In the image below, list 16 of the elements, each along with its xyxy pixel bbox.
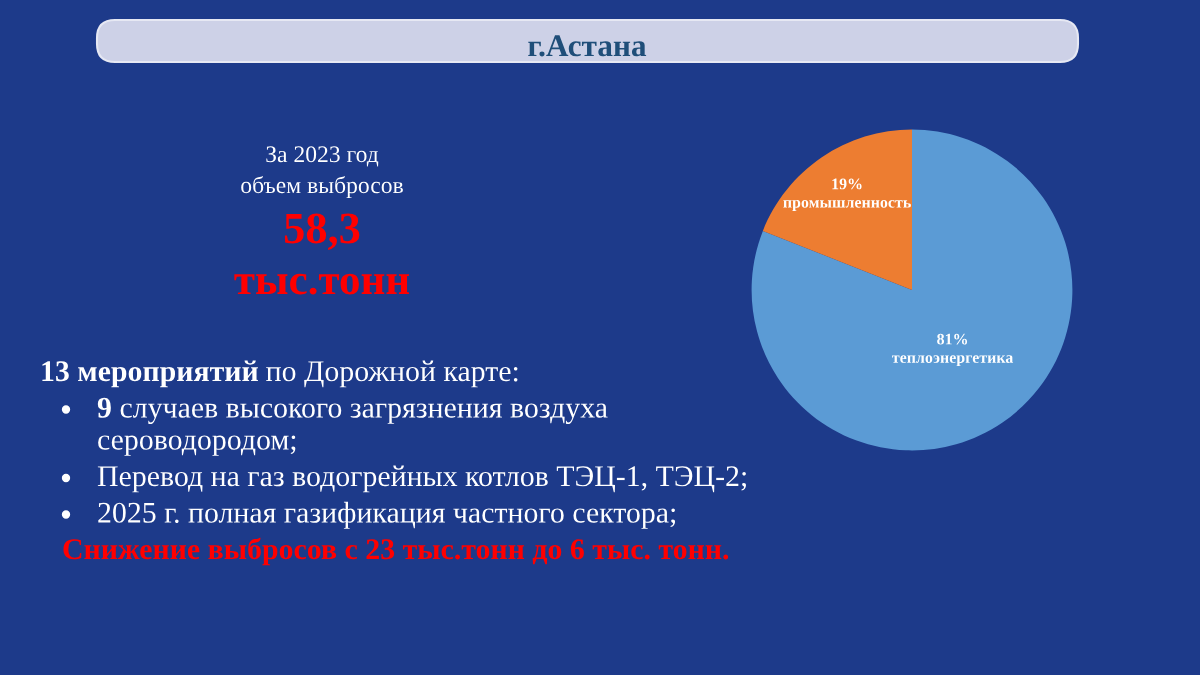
- pie-slice: [762, 129, 912, 290]
- text: 2025 г. полная газификация частного сектора;: [98, 501, 676, 529]
- text: Снижение выбросов с 23 тыс.тонн до 6 тыс. тонн.: [63, 537, 729, 566]
- data-label: 19%: [832, 178, 862, 190]
- slice-label: теплоэнергетика: [892, 355, 1014, 367]
- slice-label: промышленность: [783, 199, 911, 211]
- text: За 2023 год: [266, 146, 379, 167]
- chart-title: г.Астана: [528, 35, 647, 57]
- text: 13 мероприятий по Дорожной карте:: [42, 360, 518, 388]
- text: 58,3: [284, 213, 360, 250]
- data-label: 81%: [937, 333, 968, 345]
- text: объем выбросов: [241, 176, 403, 199]
- text: тыс.тонн: [234, 273, 410, 295]
- text: 9 случаев высокого загрязнения воздуха сероводородом;: [97, 397, 608, 456]
- text: Перевод на газ водогрейных котлов ТЭЦ-1, ТЭЦ-2;: [97, 465, 746, 493]
- pie-slice: [751, 129, 1073, 451]
